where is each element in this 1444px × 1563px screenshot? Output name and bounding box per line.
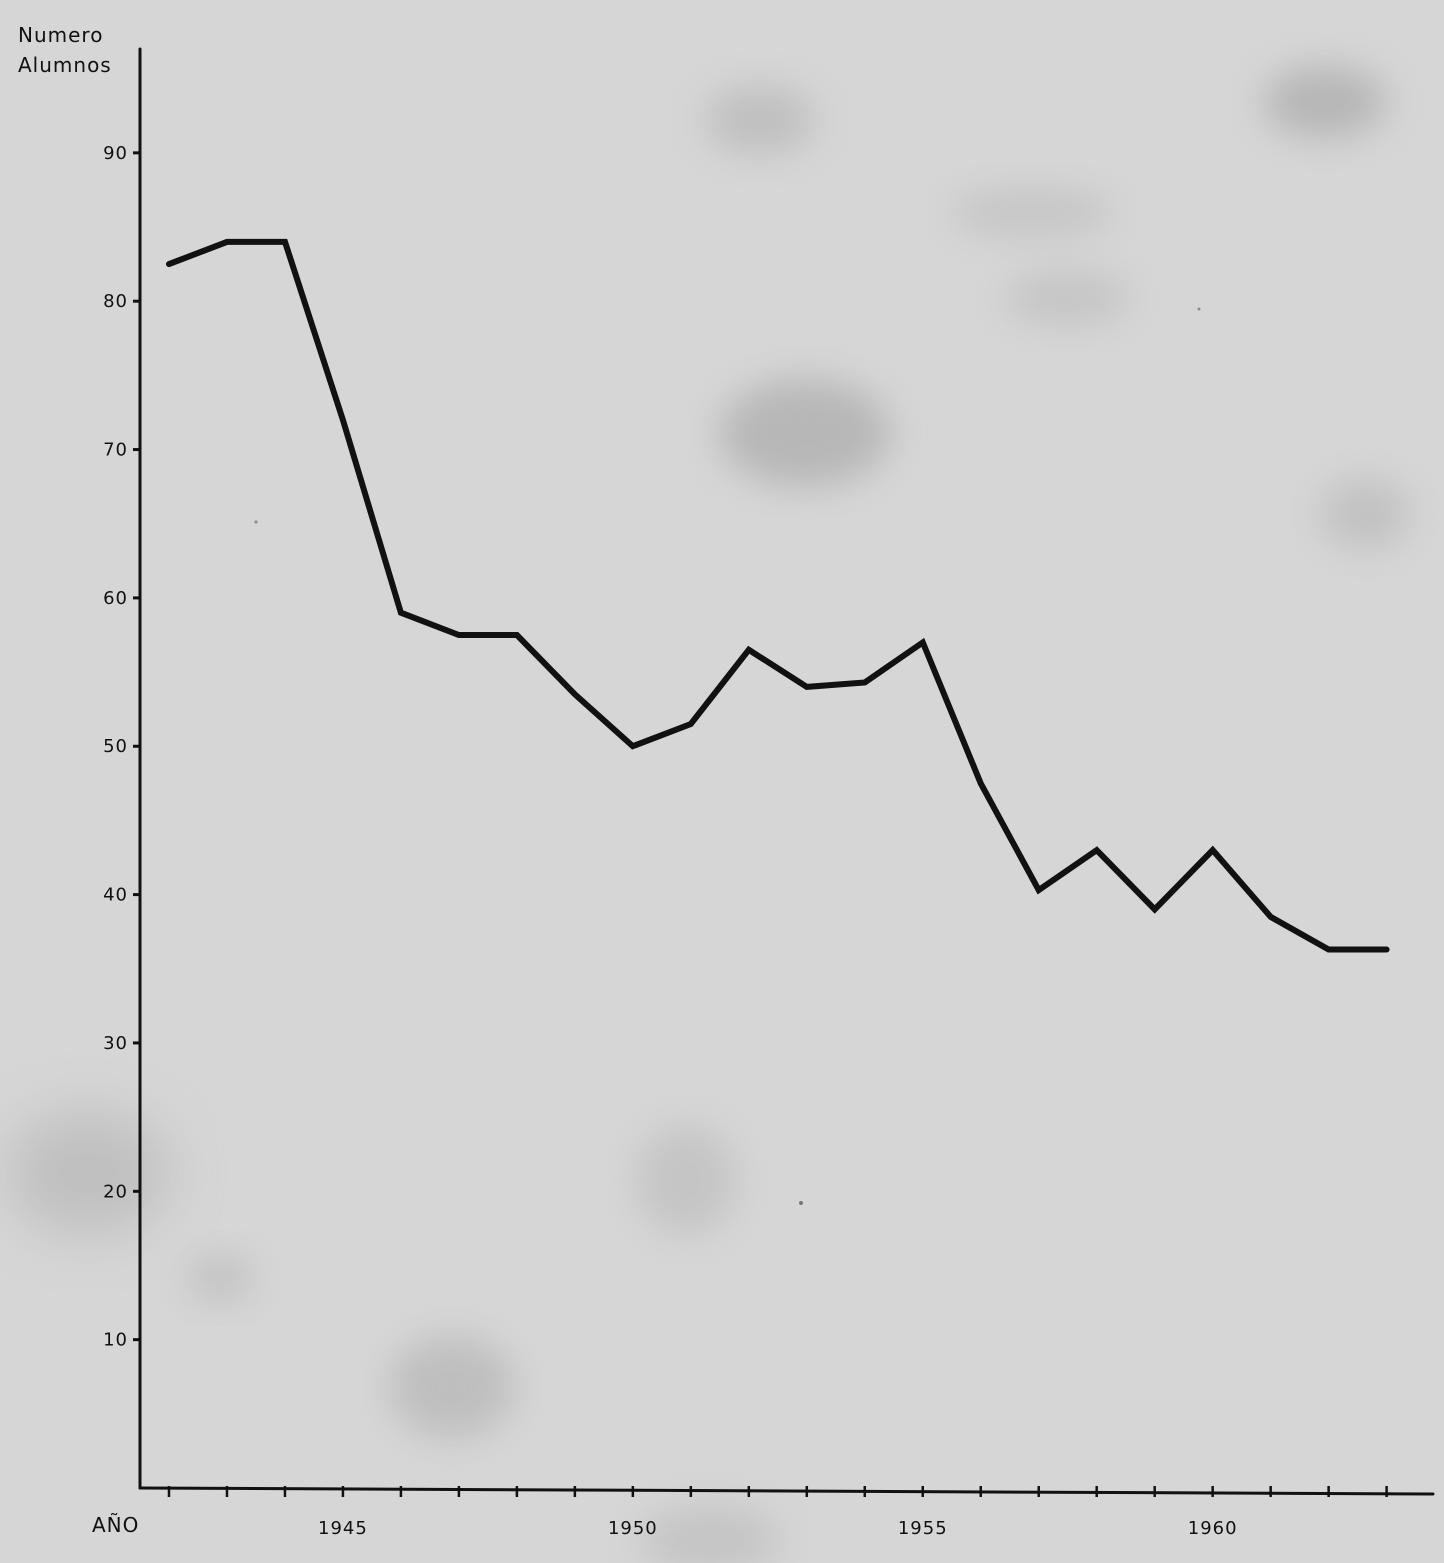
x-tick-label: 1955 xyxy=(898,1518,948,1539)
x-tick-label: 1945 xyxy=(318,1518,368,1539)
x-tick-label: 1950 xyxy=(608,1518,658,1539)
y-tick-label: 30 xyxy=(103,1033,128,1054)
y-tick-label: 80 xyxy=(103,291,128,312)
y-tick-label: 70 xyxy=(103,440,128,461)
x-tick-label: 1960 xyxy=(1188,1518,1238,1539)
y-axis-ticks: 10 20 30 40 50 60 70 80 90 xyxy=(103,143,141,1351)
x-axis-ticks: 1945 1950 1955 1960 xyxy=(167,1486,1388,1539)
y-tick-label: 50 xyxy=(103,736,128,757)
y-tick-label: 10 xyxy=(103,1330,128,1351)
series-layer xyxy=(166,238,1390,953)
series-line xyxy=(166,238,1390,953)
y-tick-label: 20 xyxy=(103,1181,128,1202)
x-axis xyxy=(138,1486,1435,1496)
y-tick-label: 40 xyxy=(103,885,128,906)
y-tick-label: 90 xyxy=(103,143,128,164)
y-tick-label: 60 xyxy=(103,588,128,609)
y-axis-title-line-2: Alumnos xyxy=(18,53,112,77)
y-axis-title-line-1: Numero xyxy=(18,23,103,47)
x-axis-title: AÑO xyxy=(92,1513,139,1537)
